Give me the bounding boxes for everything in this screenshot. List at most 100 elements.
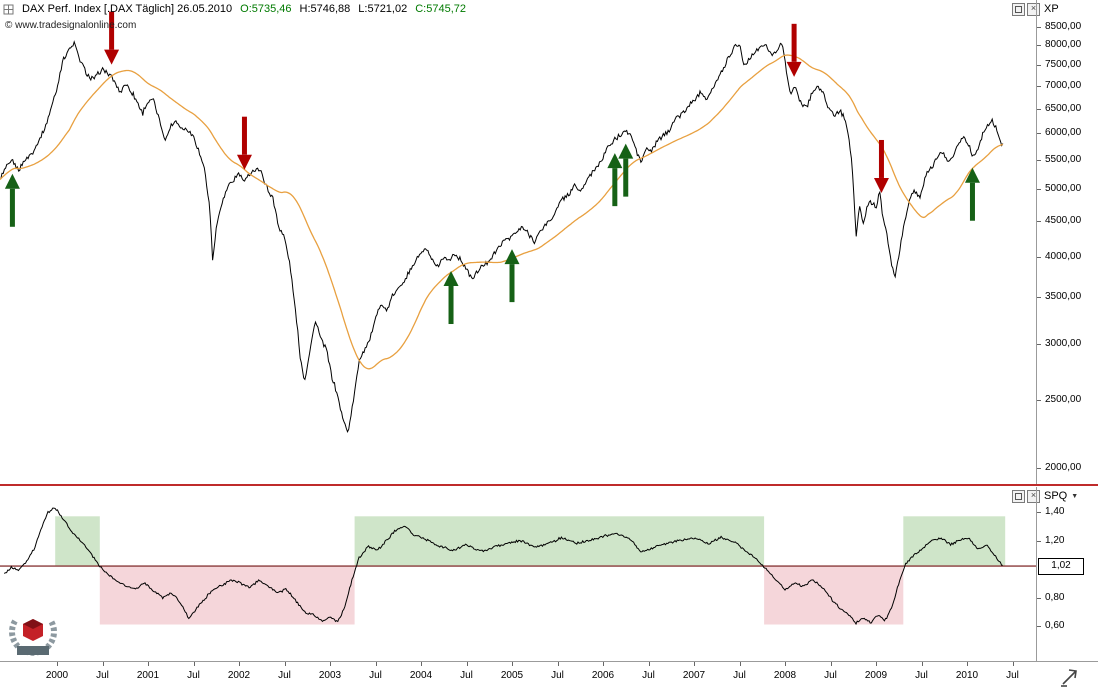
ohlc-low: L:5721,02: [358, 3, 408, 15]
sell-arrow: [236, 154, 252, 170]
ohlc-high: H:5746,88: [299, 3, 351, 15]
x-axis-label: Jul: [278, 670, 291, 681]
axis-tick: [557, 662, 559, 666]
sell-arrow: [109, 11, 115, 50]
axis-tick: [1037, 220, 1041, 222]
sell-arrow: [104, 49, 120, 65]
axis-tick: [1037, 86, 1041, 88]
x-axis-label: 2004: [409, 670, 433, 681]
indicator-label-spq[interactable]: SPQ ▼: [1044, 490, 1078, 502]
y-axis-label: 1,20: [1045, 534, 1065, 546]
logo-banner: [17, 646, 49, 655]
restore-icon: [1015, 493, 1022, 500]
x-axis-label: 2003: [318, 670, 342, 681]
dropdown-arrow-icon: ▼: [1071, 492, 1079, 500]
x-axis-label: Jul: [915, 670, 928, 681]
axis-tick: [1037, 468, 1041, 469]
axis-tick: [830, 662, 832, 666]
bull-zone: [354, 516, 765, 567]
x-axis-label: 2001: [136, 670, 160, 681]
axis-tick: [330, 662, 331, 666]
y-axis-label: 5500,00: [1045, 153, 1082, 165]
indicator-panel: ×: [0, 487, 1040, 661]
price-chart-canvas[interactable]: [0, 0, 1036, 486]
y-axis-label: 0,80: [1045, 591, 1065, 603]
axis-tick: [466, 662, 468, 666]
y-axis-label: 3500,00: [1045, 291, 1082, 303]
buy-arrow: [969, 182, 975, 221]
x-axis-label: Jul: [551, 670, 564, 681]
indicator-name: SPQ: [1044, 490, 1068, 502]
y-axis-label: 4500,00: [1045, 214, 1082, 226]
buy-arrow: [612, 168, 618, 207]
sell-arrow: [791, 23, 797, 62]
time-x-axis[interactable]: 2000 Jul 2001 Jul 2002 Jul 2003 Jul 2004 Jul 2005 J…: [0, 661, 1098, 690]
price-line: [0, 40, 1004, 433]
expand-axis-icon[interactable]: [1058, 665, 1082, 689]
axis-tick: [1037, 65, 1041, 67]
x-axis-label: Jul: [369, 670, 382, 681]
panel-splitter[interactable]: [0, 484, 1098, 486]
sell-arrow: [873, 177, 889, 193]
x-axis-label: 2000: [45, 670, 69, 681]
axis-tick: [1037, 159, 1041, 161]
axis-tick: [648, 662, 650, 666]
x-axis-label: Jul: [733, 670, 746, 681]
y-axis-label: 2000,00: [1045, 462, 1082, 473]
buy-arrow: [509, 264, 515, 303]
axis-tick: [1037, 512, 1041, 513]
y-axis-label: 8500,00: [1045, 21, 1082, 32]
y-axis-label: 8000,00: [1045, 39, 1082, 51]
buy-arrow: [618, 143, 634, 159]
y-axis-label: 0,60: [1045, 620, 1065, 631]
x-axis-label: Jul: [460, 670, 473, 681]
buy-arrow: [504, 249, 520, 265]
sell-arrow: [786, 61, 802, 77]
x-axis-label: 2006: [591, 670, 615, 681]
axis-tick: [967, 662, 968, 666]
y-axis-label: 3000,00: [1045, 338, 1082, 350]
axis-tick: [1037, 108, 1041, 110]
axis-tick: [1037, 256, 1041, 258]
axis-tick: [739, 662, 741, 666]
ratio-line: [3, 507, 1003, 626]
price-y-axis[interactable]: XP 8500,00 8000,00 7500,00 7000,00 6500,00 60…: [1036, 0, 1098, 486]
chart-title-bar: DAX Perf. Index [.DAX Täglich] 26.05.201…: [3, 3, 466, 15]
buy-arrow: [448, 286, 454, 325]
x-axis-label: 2009: [864, 670, 888, 681]
buy-arrow: [623, 158, 629, 197]
restore-button[interactable]: [1012, 490, 1025, 503]
price-chart-panel: DAX Perf. Index [.DAX Täglich] 26.05.201…: [0, 0, 1040, 486]
instrument-handle-icon[interactable]: [3, 4, 14, 15]
x-axis-label: 2005: [500, 670, 524, 681]
y-axis-label: 6000,00: [1045, 127, 1082, 139]
axis-tick: [921, 662, 923, 666]
buy-arrow: [4, 173, 20, 189]
indicator-label-xp[interactable]: XP: [1044, 3, 1059, 15]
x-axis-label: Jul: [187, 670, 200, 681]
axis-tick: [193, 662, 195, 666]
buy-arrow: [964, 167, 980, 183]
sell-arrow: [241, 116, 247, 155]
restore-button[interactable]: [1012, 3, 1025, 16]
indicator-value-marker: 1,02: [1038, 558, 1084, 576]
ohlc-open: O:5735,46: [240, 3, 292, 15]
axis-tick: [1037, 27, 1041, 28]
moving-average-line: [0, 54, 1004, 370]
indicator-canvas[interactable]: [0, 487, 1036, 661]
y-axis-label: 2500,00: [1045, 393, 1082, 405]
x-axis-label: 2002: [227, 670, 251, 681]
y-axis-label: 7000,00: [1045, 80, 1082, 92]
axis-tick: [1037, 45, 1041, 47]
axis-tick: [148, 662, 149, 666]
indicator-y-axis[interactable]: SPQ ▼ 1,02 1,40 1,20 0,80 0,60: [1036, 487, 1098, 661]
x-axis-label: 2007: [682, 670, 706, 681]
axis-tick: [1012, 662, 1014, 666]
y-axis-label: 1,40: [1045, 506, 1065, 517]
x-axis-label: 2008: [773, 670, 797, 681]
restore-icon: [1015, 6, 1022, 13]
axis-tick: [1037, 297, 1041, 299]
axis-tick: [1037, 188, 1041, 190]
axis-tick: [1037, 133, 1041, 135]
